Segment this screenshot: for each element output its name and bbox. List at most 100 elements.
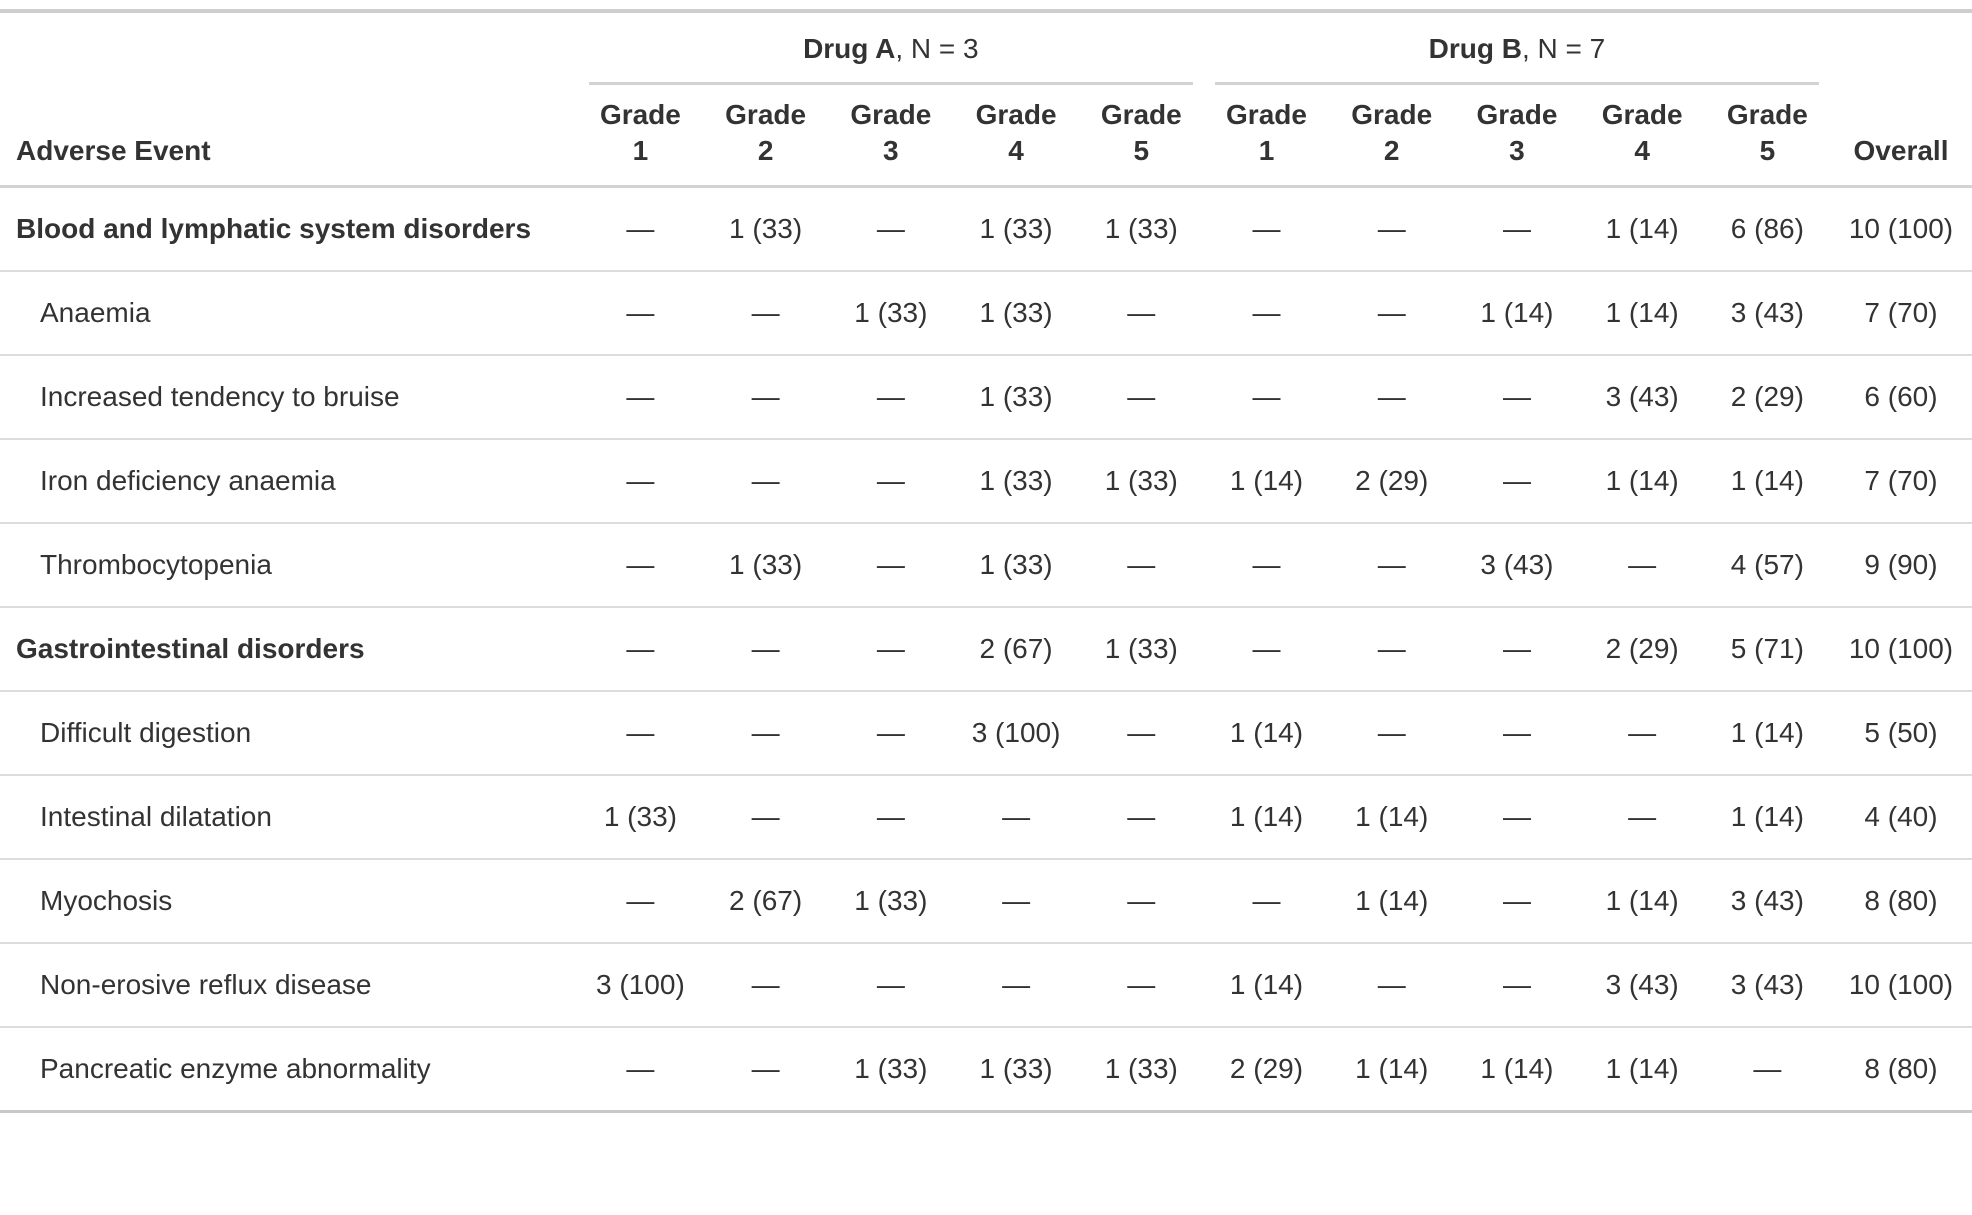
table-row-blood-and-lymphatic: Blood and lymphatic system disorders — 1…: [0, 187, 1972, 272]
value-a-g4: 1 (33): [953, 522, 1079, 607]
value-b-g4: 1 (14): [1579, 1026, 1705, 1112]
value-b-g1: —: [1203, 270, 1330, 355]
value-b-g3: 1 (14): [1454, 1026, 1580, 1112]
value-a-g4: 1 (33): [953, 354, 1079, 439]
adverse-events-page: Adverse Event Drug A, N = 3 Drug B, N = …: [0, 9, 1972, 1113]
value-b-g2: —: [1329, 354, 1455, 439]
event-label: Intestinal dilatation: [0, 774, 578, 859]
event-label: Iron deficiency anaemia: [0, 438, 578, 523]
stub-header-adverse-event: Adverse Event: [0, 11, 578, 188]
event-label: Non-erosive reflux disease: [0, 942, 578, 1027]
value-a-g1: —: [577, 690, 704, 775]
value-b-g5: 1 (14): [1704, 438, 1830, 523]
value-b-g1: —: [1203, 354, 1330, 439]
value-b-g4: 1 (14): [1579, 858, 1705, 943]
value-a-g3: 1 (33): [828, 858, 954, 943]
value-a-g5: 1 (33): [1078, 1026, 1204, 1112]
table-row-myochosis: Myochosis — 2 (67) 1 (33) — — — 1 (14) —…: [0, 858, 1972, 943]
value-a-g3: —: [828, 690, 954, 775]
value-b-g4: 1 (14): [1605, 213, 1679, 244]
value-overall: 7 (70): [1829, 438, 1972, 523]
value-a-g3: —: [828, 522, 954, 607]
header-drug-a-grade-4: Grade 4: [953, 85, 1079, 188]
value-a-g4: 1 (33): [953, 1026, 1079, 1112]
drug-b-name: Drug B: [1428, 33, 1522, 64]
value-b-g2: 1 (14): [1329, 1026, 1455, 1112]
value-b-g3: —: [1454, 858, 1580, 943]
header-drug-a-grade-1: Grade 1: [577, 85, 704, 188]
value-a-g1: 1 (33): [577, 774, 704, 859]
value-b-g2: —: [1329, 270, 1455, 355]
value-overall: 7 (70): [1829, 270, 1972, 355]
spanner-drug-a: Drug A, N = 3: [577, 11, 1204, 85]
value-a-g1: —: [577, 606, 704, 691]
value-a-g3: —: [828, 438, 954, 523]
value-b-g3: —: [1454, 774, 1580, 859]
table-row-intestinal-dilatation: Intestinal dilatation 1 (33) — — — — 1 (…: [0, 774, 1972, 859]
value-b-g4: 3 (43): [1579, 942, 1705, 1027]
value-a-g2: —: [703, 354, 829, 439]
value-a-g3: —: [828, 606, 954, 691]
drug-a-name: Drug A: [803, 33, 896, 64]
value-b-g4: 1 (14): [1579, 270, 1705, 355]
value-a-g4: 2 (67): [953, 606, 1079, 691]
value-a-g3: 1 (33): [828, 1026, 954, 1112]
spanner-row: Adverse Event Drug A, N = 3 Drug B, N = …: [0, 11, 1972, 188]
value-a-g5: —: [1078, 690, 1204, 775]
table-row-iron-deficiency-anaemia: Iron deficiency anaemia — — — 1 (33) 1 (…: [0, 438, 1972, 523]
event-label: Anaemia: [0, 270, 578, 355]
value-overall: 6 (60): [1829, 354, 1972, 439]
adverse-events-table: Adverse Event Drug A, N = 3 Drug B, N = …: [0, 9, 1972, 1113]
value-overall: 4 (40): [1829, 774, 1972, 859]
table-row-gastrointestinal-disorders: Gastrointestinal disorders — — — 2 (67) …: [0, 606, 1972, 691]
value-overall: 10 (100): [1829, 606, 1972, 691]
value-b-g3: —: [1454, 354, 1580, 439]
value-a-g2: —: [703, 690, 829, 775]
value-b-g5: 1 (14): [1704, 690, 1830, 775]
value-overall: 10 (100): [1848, 213, 1954, 244]
value-overall: 10 (100): [1829, 942, 1972, 1027]
value-a-g2: —: [703, 942, 829, 1027]
value-a-g4: 1 (33): [953, 270, 1079, 355]
value-b-g1: —: [1252, 213, 1281, 244]
value-b-g3: —: [1502, 213, 1531, 244]
header-drug-b-grade-5: Grade 5: [1704, 85, 1830, 188]
value-a-g2: 2 (67): [703, 858, 829, 943]
value-a-g5: 1 (33): [1104, 213, 1178, 244]
value-overall: 5 (50): [1829, 690, 1972, 775]
value-b-g2: —: [1329, 606, 1455, 691]
value-b-g1: —: [1203, 606, 1330, 691]
value-b-g3: 3 (43): [1454, 522, 1580, 607]
value-a-g2: —: [703, 774, 829, 859]
value-b-g3: —: [1454, 438, 1580, 523]
header-drug-b-grade-4: Grade 4: [1579, 85, 1705, 188]
header-drug-b-grade-2: Grade 2: [1329, 85, 1455, 188]
value-b-g4: 2 (29): [1579, 606, 1705, 691]
value-a-g1: —: [577, 858, 704, 943]
value-a-g3: —: [828, 942, 954, 1027]
table-row-thrombocytopenia: Thrombocytopenia — 1 (33) — 1 (33) — — —…: [0, 522, 1972, 607]
spanner-drug-b: Drug B, N = 7: [1203, 11, 1830, 85]
value-a-g2: —: [703, 1026, 829, 1112]
drug-b-n: , N = 7: [1521, 33, 1606, 64]
value-a-g1: —: [577, 522, 704, 607]
value-b-g1: 1 (14): [1203, 774, 1330, 859]
value-b-g2: —: [1329, 942, 1455, 1027]
value-a-g2: 1 (33): [703, 522, 829, 607]
value-b-g5: —: [1704, 1026, 1830, 1112]
value-a-g1: —: [577, 354, 704, 439]
table-row-difficult-digestion: Difficult digestion — — — 3 (100) — 1 (1…: [0, 690, 1972, 775]
value-b-g5: 6 (86): [1730, 213, 1804, 244]
grade-header-row: Grade 1 Grade 2 Grade 3 Grade 4 Grade 5 …: [0, 85, 1972, 188]
value-b-g5: 3 (43): [1704, 858, 1830, 943]
value-b-g5: 3 (43): [1704, 270, 1830, 355]
value-b-g5: 1 (14): [1704, 774, 1830, 859]
value-a-g5: —: [1078, 774, 1204, 859]
table-row-pancreatic-enzyme-abnormality: Pancreatic enzyme abnormality — — 1 (33)…: [0, 1026, 1972, 1112]
value-b-g4: —: [1579, 522, 1705, 607]
value-b-g1: —: [1203, 858, 1330, 943]
value-b-g2: —: [1329, 522, 1455, 607]
value-a-g2: —: [703, 606, 829, 691]
value-a-g5: —: [1078, 522, 1204, 607]
value-b-g4: 1 (14): [1579, 438, 1705, 523]
